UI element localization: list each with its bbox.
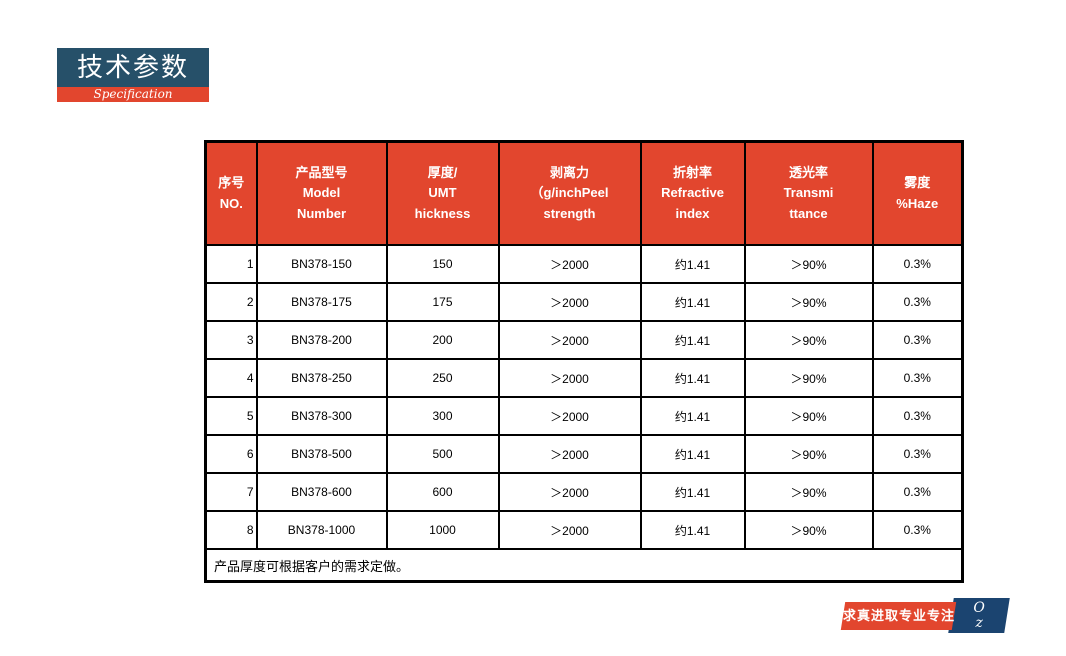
table-row: 3 BN378-200 200 ＞2000 约1.41 ＞90% 0.3% bbox=[204, 320, 964, 360]
footer-logo-badge: O z bbox=[948, 598, 1010, 633]
data-cell: 0.3% bbox=[871, 320, 964, 360]
data-cell: BN378-150 bbox=[255, 244, 388, 284]
data-cell: BN378-600 bbox=[255, 472, 388, 512]
data-cell: 0.3% bbox=[871, 358, 964, 398]
data-cell: ＞90% bbox=[743, 396, 874, 436]
data-cell: ＞2000 bbox=[497, 396, 642, 436]
data-cell: ＞2000 bbox=[497, 320, 642, 360]
table-row: 4 BN378-250 250 ＞2000 约1.41 ＞90% 0.3% bbox=[204, 358, 964, 398]
data-cell: 300 bbox=[385, 396, 500, 436]
column-header: 序号 NO. bbox=[204, 140, 258, 246]
table-footnote-row: 产品厚度可根据客户的需求定做。 bbox=[204, 548, 964, 583]
row-number-cell: 6 bbox=[204, 434, 258, 474]
data-cell: 约1.41 bbox=[639, 472, 746, 512]
row-number-cell: 5 bbox=[204, 396, 258, 436]
data-cell: BN378-175 bbox=[255, 282, 388, 322]
row-number-cell: 8 bbox=[204, 510, 258, 550]
data-cell: 1000 bbox=[385, 510, 500, 550]
column-header: 透光率 Transmi ttance bbox=[743, 140, 874, 246]
data-cell: ＞90% bbox=[743, 320, 874, 360]
data-cell: ＞90% bbox=[743, 510, 874, 550]
table-row: 5 BN378-300 300 ＞2000 约1.41 ＞90% 0.3% bbox=[204, 396, 964, 436]
data-cell: 约1.41 bbox=[639, 244, 746, 284]
data-cell: BN378-300 bbox=[255, 396, 388, 436]
data-cell: 175 bbox=[385, 282, 500, 322]
table-header-row: 序号 NO. 产品型号 Model Number 厚度/ UMT hickness 剥… bbox=[204, 140, 964, 246]
data-cell: 0.3% bbox=[871, 434, 964, 474]
data-cell: 500 bbox=[385, 434, 500, 474]
data-cell: ＞2000 bbox=[497, 434, 642, 474]
data-cell: 约1.41 bbox=[639, 358, 746, 398]
data-cell: 250 bbox=[385, 358, 500, 398]
data-cell: 约1.41 bbox=[639, 510, 746, 550]
page-title: 技术参数 bbox=[57, 48, 209, 87]
data-cell: ＞90% bbox=[743, 358, 874, 398]
column-header: 剥离力 （g/inchPeel strength bbox=[497, 140, 642, 246]
slide-title-block: 技术参数 Specification bbox=[57, 48, 209, 102]
row-number-cell: 4 bbox=[204, 358, 258, 398]
data-cell: BN378-1000 bbox=[255, 510, 388, 550]
data-cell: ＞2000 bbox=[497, 282, 642, 322]
table-row: 6 BN378-500 500 ＞2000 约1.41 ＞90% 0.3% bbox=[204, 434, 964, 474]
data-cell: 约1.41 bbox=[639, 282, 746, 322]
footer-slogan-ribbon: 求真进取专业专注 bbox=[840, 602, 957, 630]
data-cell: BN378-200 bbox=[255, 320, 388, 360]
row-number-cell: 1 bbox=[204, 244, 258, 284]
data-cell: 150 bbox=[385, 244, 500, 284]
data-cell: 0.3% bbox=[871, 472, 964, 512]
table-row: 7 BN378-600 600 ＞2000 约1.41 ＞90% 0.3% bbox=[204, 472, 964, 512]
page-subtitle: Specification bbox=[57, 87, 209, 102]
data-cell: 600 bbox=[385, 472, 500, 512]
footer-logo-char-2: z bbox=[975, 615, 983, 631]
data-cell: ＞90% bbox=[743, 434, 874, 474]
column-header: 折射率 Refractive index bbox=[639, 140, 746, 246]
table-row: 1 BN378-150 150 ＞2000 约1.41 ＞90% 0.3% bbox=[204, 244, 964, 284]
data-cell: 约1.41 bbox=[639, 320, 746, 360]
data-cell: BN378-250 bbox=[255, 358, 388, 398]
data-cell: 0.3% bbox=[871, 396, 964, 436]
data-cell: 200 bbox=[385, 320, 500, 360]
data-cell: ＞90% bbox=[743, 282, 874, 322]
data-cell: BN378-500 bbox=[255, 434, 388, 474]
data-cell: ＞2000 bbox=[497, 358, 642, 398]
data-cell: 0.3% bbox=[871, 244, 964, 284]
table-row: 8 BN378-1000 1000 ＞2000 约1.41 ＞90% 0.3% bbox=[204, 510, 964, 550]
footer-logo-char-1: O bbox=[973, 600, 985, 616]
row-number-cell: 2 bbox=[204, 282, 258, 322]
footer-logo-text: O z bbox=[951, 598, 1007, 631]
spec-table: 序号 NO. 产品型号 Model Number 厚度/ UMT hickness 剥… bbox=[204, 140, 964, 583]
data-cell: 约1.41 bbox=[639, 396, 746, 436]
data-cell: ＞2000 bbox=[497, 510, 642, 550]
data-cell: ＞2000 bbox=[497, 472, 642, 512]
table-footnote: 产品厚度可根据客户的需求定做。 bbox=[204, 548, 964, 583]
row-number-cell: 3 bbox=[204, 320, 258, 360]
data-cell: ＞90% bbox=[743, 472, 874, 512]
column-header: 产品型号 Model Number bbox=[255, 140, 388, 246]
data-cell: ＞90% bbox=[743, 244, 874, 284]
column-header: 厚度/ UMT hickness bbox=[385, 140, 500, 246]
row-number-cell: 7 bbox=[204, 472, 258, 512]
data-cell: 0.3% bbox=[871, 282, 964, 322]
column-header: 雾度 %Haze bbox=[871, 140, 964, 246]
table-row: 2 BN378-175 175 ＞2000 约1.41 ＞90% 0.3% bbox=[204, 282, 964, 322]
footer-slogan: 求真进取专业专注 bbox=[843, 608, 956, 623]
data-cell: ＞2000 bbox=[497, 244, 642, 284]
data-cell: 约1.41 bbox=[639, 434, 746, 474]
data-cell: 0.3% bbox=[871, 510, 964, 550]
